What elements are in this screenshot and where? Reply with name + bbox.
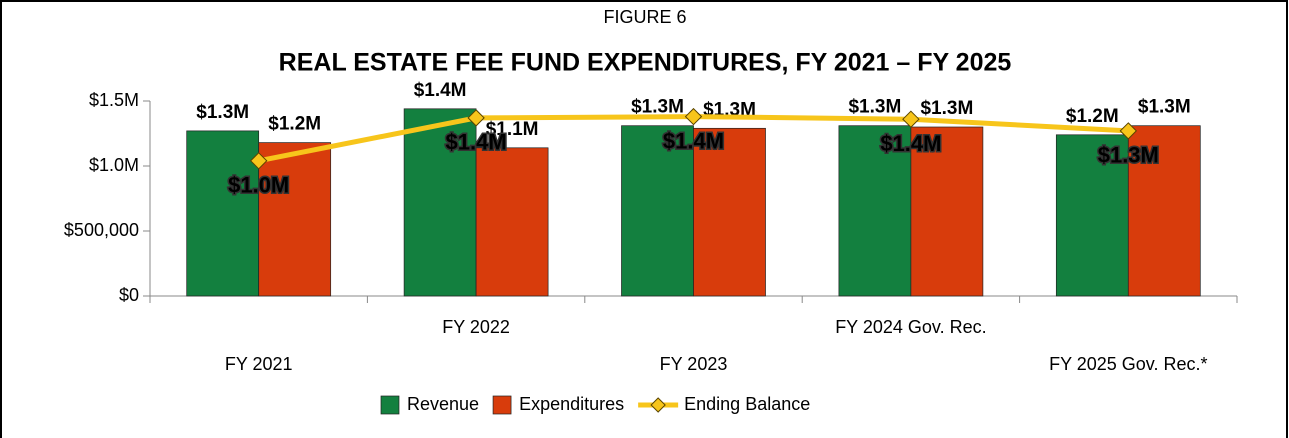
value-label: $1.3M bbox=[196, 102, 249, 123]
x-tick-label: FY 2021 bbox=[225, 354, 293, 374]
value-label: $1.4M bbox=[446, 130, 507, 155]
value-label: $1.3M bbox=[920, 98, 973, 119]
value-label: $1.3M bbox=[848, 97, 901, 118]
value-label: $1.2M bbox=[1066, 106, 1119, 127]
value-label: $1.4M bbox=[880, 131, 941, 156]
bar bbox=[186, 130, 260, 297]
x-tick-label: FY 2024 Gov. Rec. bbox=[835, 317, 986, 337]
value-label: $1.3M bbox=[1098, 143, 1159, 168]
value-label: $1.4M bbox=[663, 128, 724, 153]
bar bbox=[403, 108, 477, 297]
x-tick-label: FY 2022 bbox=[442, 317, 510, 337]
x-tick-label: FY 2023 bbox=[660, 354, 728, 374]
figure-label: FIGURE 6 bbox=[603, 7, 686, 27]
value-label: $1.1M bbox=[486, 119, 539, 140]
legend-label: Expenditures bbox=[519, 394, 624, 414]
y-tick-label: $0 bbox=[119, 285, 139, 305]
value-label: $1.3M bbox=[1138, 97, 1191, 118]
bar bbox=[1055, 134, 1129, 297]
y-tick-label: $500,000 bbox=[64, 220, 139, 240]
y-tick-label: $1.5M bbox=[89, 90, 139, 110]
chart-title: REAL ESTATE FEE FUND EXPENDITURES, FY 20… bbox=[279, 49, 1012, 77]
line-marker bbox=[902, 110, 920, 128]
line-marker bbox=[249, 152, 268, 170]
bar bbox=[910, 126, 984, 297]
line-marker bbox=[467, 109, 485, 127]
y-tick-label: $1.0M bbox=[89, 155, 139, 175]
legend-label: Revenue bbox=[407, 394, 479, 414]
bar bbox=[475, 147, 549, 297]
legend-marker bbox=[650, 397, 666, 413]
legend-label: Ending Balance bbox=[684, 394, 810, 414]
value-label: $1.2M bbox=[268, 114, 321, 135]
bar bbox=[258, 142, 332, 297]
bar bbox=[838, 125, 912, 297]
bar bbox=[693, 127, 766, 297]
value-label: $1.0M bbox=[228, 173, 289, 198]
bar bbox=[621, 125, 694, 297]
line-marker bbox=[1119, 122, 1138, 140]
legend-swatch bbox=[492, 395, 512, 415]
x-tick-label: FY 2025 Gov. Rec.* bbox=[1049, 354, 1207, 374]
value-label: $1.3M bbox=[631, 97, 684, 118]
bar bbox=[1127, 125, 1201, 297]
legend-swatch bbox=[380, 395, 400, 415]
value-label: $1.4M bbox=[414, 80, 467, 101]
line-marker bbox=[684, 107, 703, 126]
